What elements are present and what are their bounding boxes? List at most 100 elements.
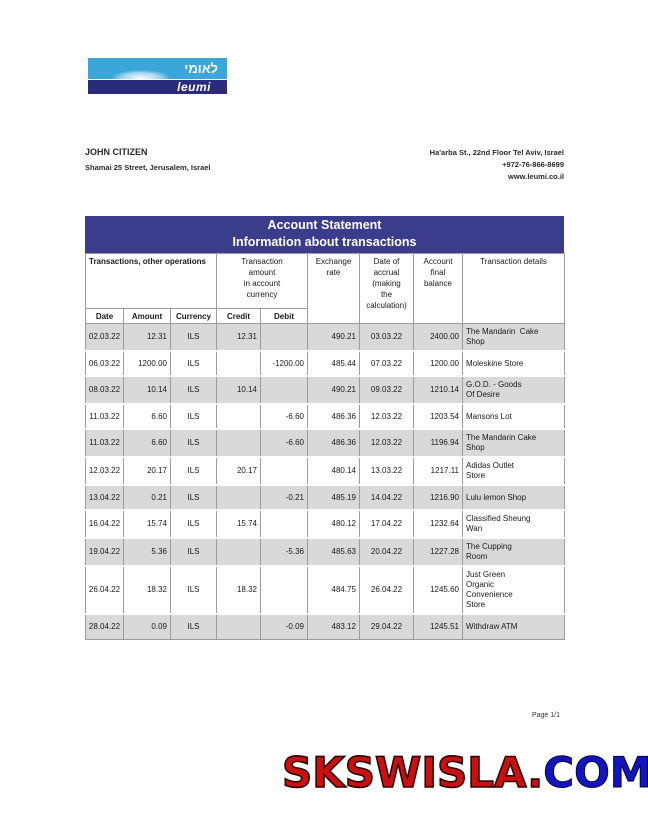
account-statement: Account Statement Information about tran… <box>85 216 565 640</box>
cell-date: 02.03.22 <box>85 323 124 352</box>
cell-balance: 1196.94 <box>413 429 463 458</box>
table-row: 11.03.22 6.60 ILS -6.60 486.36 12.03.22 … <box>85 429 565 458</box>
cell-debit <box>260 376 308 405</box>
col-date: Date <box>85 308 124 324</box>
cell-balance: 1232.64 <box>413 510 463 539</box>
cell-balance: 1203.54 <box>413 404 463 430</box>
cell-amount: 0.21 <box>123 485 171 511</box>
col-final-balance: Account final balance <box>413 253 463 324</box>
cell-debit <box>260 457 308 486</box>
cell-debit: -0.09 <box>260 614 308 640</box>
statement-title-line1: Account Statement <box>267 218 382 232</box>
leumi-logo: לאומי leumi <box>88 58 227 94</box>
cell-date: 11.03.22 <box>85 404 124 430</box>
cell-balance: 2400.00 <box>413 323 463 352</box>
cell-accrual-date: 17.04.22 <box>359 510 414 539</box>
cell-debit: -0.21 <box>260 485 308 511</box>
cell-date: 19.04.22 <box>85 538 124 567</box>
cell-amount: 1200.00 <box>123 351 171 377</box>
customer-name: JOHN CITIZEN <box>85 147 148 157</box>
transactions-table: Transactions, other operations Transacti… <box>85 253 565 640</box>
cell-debit: -5.36 <box>260 538 308 567</box>
cell-debit <box>260 510 308 539</box>
cell-currency: ILS <box>170 566 217 615</box>
cell-details: The Mandarin Cake Shop <box>462 323 565 352</box>
col-amount: Amount <box>123 308 171 324</box>
cell-accrual-date: 20.04.22 <box>359 538 414 567</box>
watermark-blue-text: COM <box>543 748 648 797</box>
cell-accrual-date: 03.03.22 <box>359 323 414 352</box>
table-row: 02.03.22 12.31 ILS 12.31 490.21 03.03.22… <box>85 323 565 352</box>
cell-balance: 1200.00 <box>413 351 463 377</box>
cell-exchange-rate: 490.21 <box>307 323 360 352</box>
cell-date: 16.04.22 <box>85 510 124 539</box>
cell-credit <box>216 404 261 430</box>
cell-credit <box>216 614 261 640</box>
col-group-amount: Transaction amount in account currency <box>216 253 308 309</box>
cell-amount: 6.60 <box>123 404 171 430</box>
cell-date: 26.04.22 <box>85 566 124 615</box>
table-row: 26.04.22 18.32 ILS 18.32 484.75 26.04.22… <box>85 566 565 615</box>
logo-hebrew-band: לאומי <box>88 58 227 79</box>
cell-accrual-date: 14.04.22 <box>359 485 414 511</box>
cell-exchange-rate: 480.12 <box>307 510 360 539</box>
watermark: SKSWISLA.COM <box>281 748 648 797</box>
cell-accrual-date: 29.04.22 <box>359 614 414 640</box>
cell-details: G.O.D. - Goods Of Desire <box>462 376 565 405</box>
cell-date: 12.03.22 <box>85 457 124 486</box>
cell-balance: 1245.60 <box>413 566 463 615</box>
cell-debit: -6.60 <box>260 404 308 430</box>
cell-currency: ILS <box>170 351 217 377</box>
cell-balance: 1210.14 <box>413 376 463 405</box>
cell-amount: 6.60 <box>123 429 171 458</box>
cell-balance: 1245.51 <box>413 614 463 640</box>
cell-date: 13.04.22 <box>85 485 124 511</box>
cell-currency: ILS <box>170 538 217 567</box>
cell-accrual-date: 12.03.22 <box>359 404 414 430</box>
customer-block: JOHN CITIZEN Shamai 25 Street, Jerusalem… <box>85 147 211 172</box>
cell-date: 06.03.22 <box>85 351 124 377</box>
table-row: 28.04.22 0.09 ILS -0.09 483.12 29.04.22 … <box>85 614 565 640</box>
col-accrual-date: Date of accrual (making the calculation) <box>359 253 414 324</box>
cell-exchange-rate: 485.19 <box>307 485 360 511</box>
table-row: 06.03.22 1200.00 ILS -1200.00 485.44 07.… <box>85 351 565 377</box>
cell-accrual-date: 12.03.22 <box>359 429 414 458</box>
cell-currency: ILS <box>170 457 217 486</box>
cell-debit: -1200.00 <box>260 351 308 377</box>
cell-credit: 20.17 <box>216 457 261 486</box>
cell-amount: 15.74 <box>123 510 171 539</box>
col-credit: Credit <box>216 308 261 324</box>
cell-exchange-rate: 483.12 <box>307 614 360 640</box>
page-number: Page 1/1 <box>531 712 560 719</box>
cell-currency: ILS <box>170 510 217 539</box>
cell-exchange-rate: 485.63 <box>307 538 360 567</box>
statement-title-line2: Information about transactions <box>232 235 417 249</box>
cell-details: The Cupping Room <box>462 538 565 567</box>
watermark-red-text: SKSWISLA. <box>281 748 544 797</box>
cell-exchange-rate: 490.21 <box>307 376 360 405</box>
cell-balance: 1217.11 <box>413 457 463 486</box>
cell-details: The Mandarin Cake Shop <box>462 429 565 458</box>
cell-currency: ILS <box>170 376 217 405</box>
cell-details: Mansons Lot <box>462 404 565 430</box>
cell-credit: 12.31 <box>216 323 261 352</box>
cell-accrual-date: 09.03.22 <box>359 376 414 405</box>
cell-amount: 10.14 <box>123 376 171 405</box>
col-details: Transaction details <box>462 253 565 324</box>
cell-amount: 12.31 <box>123 323 171 352</box>
cell-date: 08.03.22 <box>85 376 124 405</box>
bank-website: www.leumi.co.il <box>508 172 564 181</box>
cell-exchange-rate: 486.36 <box>307 429 360 458</box>
cell-date: 28.04.22 <box>85 614 124 640</box>
cell-amount: 18.32 <box>123 566 171 615</box>
cell-amount: 20.17 <box>123 457 171 486</box>
customer-address: Shamai 25 Street, Jerusalem, Israel <box>85 163 211 172</box>
cell-currency: ILS <box>170 429 217 458</box>
cell-details: Just Green Organic Convenience Store <box>462 566 565 615</box>
cell-details: Moleskine Store <box>462 351 565 377</box>
cell-currency: ILS <box>170 485 217 511</box>
col-currency: Currency <box>170 308 217 324</box>
cell-accrual-date: 26.04.22 <box>359 566 414 615</box>
cell-debit <box>260 323 308 352</box>
